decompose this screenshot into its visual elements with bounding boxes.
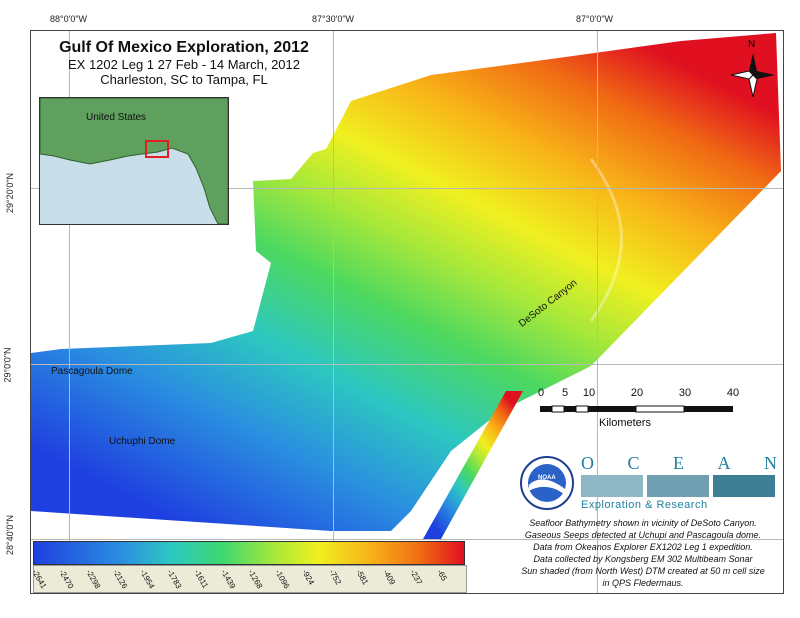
- depth-tick: -409: [381, 568, 398, 587]
- lat-label-2: 29°0'0"N: [2, 347, 13, 383]
- scale-bar-graphic: [540, 405, 733, 413]
- compass-icon: [731, 53, 775, 97]
- scale-tick-30: 30: [678, 387, 692, 399]
- map-frame[interactable]: Gulf Of Mexico Exploration, 2012 EX 1202…: [30, 30, 784, 594]
- grid-line: [597, 31, 598, 593]
- depth-tick: -237: [408, 568, 425, 587]
- depth-tick: -2298: [84, 568, 103, 591]
- lat-label-3: 28°40'0"N: [5, 514, 16, 556]
- caption-line: Data from Okeanos Explorer EX1202 Leg 1 …: [533, 542, 753, 552]
- survey-area: [31, 33, 781, 531]
- noaa-logo-icon: [520, 456, 574, 510]
- depth-tick: -1439: [219, 568, 238, 591]
- depth-tick: -581: [354, 568, 371, 587]
- depth-tick: -1611: [192, 568, 210, 590]
- depth-scale-labels: -2641 -2470 -2298 -2126 -1954 -1783 -161…: [30, 565, 467, 593]
- lat-label-1: 29°20'0"N: [5, 172, 16, 214]
- land-shape: [40, 98, 228, 224]
- depth-color-bar: [33, 541, 465, 565]
- grid-line: [31, 364, 783, 365]
- depth-tick: -1268: [246, 568, 265, 591]
- scale-tick-5: 5: [561, 387, 569, 399]
- depth-tick: -2470: [57, 568, 76, 591]
- scale-tick-0: 0: [537, 387, 545, 399]
- caption-line: Gaseous Seeps detected at Uchupi and Pas…: [524, 530, 762, 540]
- north-label: N: [748, 39, 756, 50]
- uchuphi-dome-label: Uchuphi Dome: [109, 436, 176, 447]
- scale-tick-10: 10: [582, 387, 596, 399]
- logo-block: NOAA O C E A N Exploration & Research: [519, 453, 779, 515]
- grid-line: [31, 188, 783, 189]
- depth-tick: -1954: [138, 568, 157, 591]
- caption-line: Data collected by Kongsberg EM 302 Multi…: [533, 554, 753, 564]
- ocean-letter: A: [717, 453, 731, 473]
- ocean-wordmark: O C E A N: [581, 453, 777, 474]
- survey-location-box: [145, 140, 169, 158]
- depth-tick: -65: [435, 568, 449, 583]
- exploration-text: Exploration & Research: [581, 499, 708, 511]
- title-block: Gulf Of Mexico Exploration, 2012 EX 1202…: [39, 39, 329, 87]
- bathymetry-surface: [31, 33, 781, 539]
- north-arrow: N: [731, 39, 775, 99]
- grid-line: [69, 31, 70, 593]
- depth-tick: -924: [300, 568, 317, 587]
- lon-label-3: 87°0'0"W: [576, 14, 614, 24]
- grid-line: [333, 31, 334, 593]
- depth-tick: -1783: [165, 568, 184, 591]
- lon-label-2: 87°30'0"W: [312, 14, 355, 24]
- ocean-panels-icon: [581, 475, 775, 497]
- depth-tick: -752: [327, 568, 344, 587]
- scale-units-label: Kilometers: [599, 417, 651, 429]
- map-subtitle-1: EX 1202 Leg 1 27 Feb - 14 March, 2012: [68, 57, 300, 72]
- ocean-letter: N: [763, 453, 777, 473]
- survey-track: [423, 391, 523, 539]
- depth-tick: -2126: [111, 568, 130, 591]
- inset-country-label: United States: [86, 112, 147, 123]
- inset-map: United States: [39, 97, 229, 225]
- caption-line: Seafloor Bathymetry shown in vicinity of…: [529, 518, 757, 528]
- lon-label-1: 88°0'0"W: [50, 14, 88, 24]
- scale-tick-20: 20: [630, 387, 644, 399]
- depth-tick: -1096: [273, 568, 292, 591]
- noaa-logo-text: NOAA: [538, 475, 556, 481]
- scale-bar: 0 5 10 20 30 40 Kilometers: [537, 387, 739, 435]
- canyon-ridge: [589, 158, 623, 322]
- caption-line: Sun shaded (from North West) DTM created…: [521, 566, 765, 576]
- depth-tick: -2641: [30, 568, 49, 591]
- ocean-letter: E: [672, 453, 684, 473]
- caption-line: in QPS Fledermaus.: [602, 578, 684, 588]
- pascagoula-dome-label: Pascagoula Dome: [51, 366, 133, 377]
- map-subtitle-2: Charleston, SC to Tampa, FL: [100, 72, 268, 87]
- map-caption: Seafloor Bathymetry shown in vicinity of…: [507, 517, 779, 589]
- grid-line: [31, 539, 783, 540]
- ocean-letter: C: [627, 453, 640, 473]
- map-title: Gulf Of Mexico Exploration, 2012: [59, 39, 309, 56]
- ocean-letter: O: [581, 453, 594, 473]
- scale-tick-40: 40: [726, 387, 740, 399]
